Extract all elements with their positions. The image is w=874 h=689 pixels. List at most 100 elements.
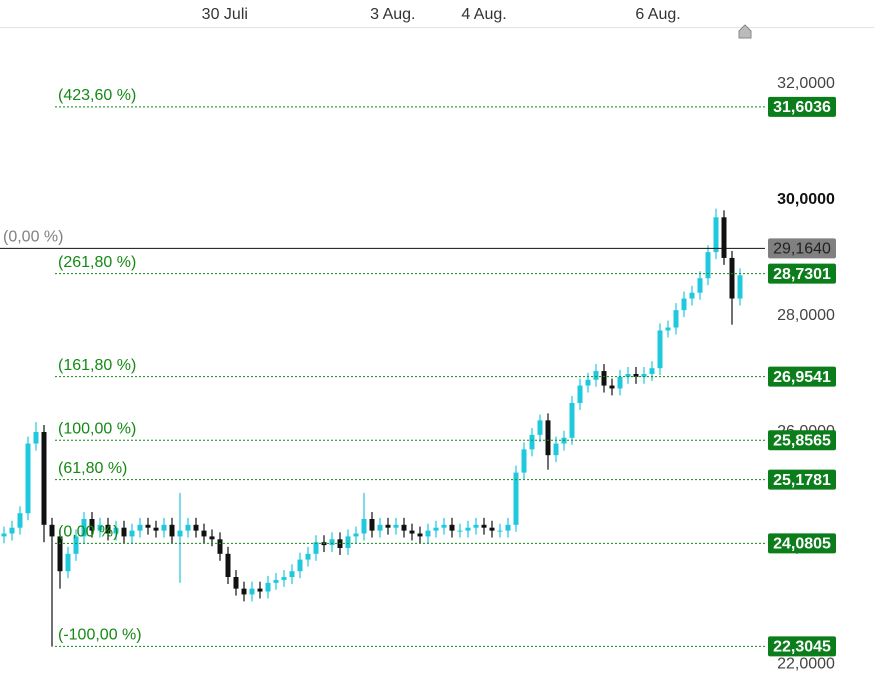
candle-body bbox=[489, 527, 495, 531]
candle-body bbox=[249, 588, 255, 595]
candle-body bbox=[273, 579, 279, 583]
candle-body bbox=[169, 524, 175, 537]
candle-body bbox=[449, 524, 455, 531]
candle-body bbox=[89, 519, 95, 531]
candle-body bbox=[505, 524, 511, 531]
candle-body bbox=[257, 588, 263, 592]
candle-body bbox=[129, 530, 135, 537]
fib-label: (423,60 %) bbox=[58, 87, 136, 104]
candle-body bbox=[665, 327, 671, 331]
candle-body bbox=[281, 577, 287, 580]
candle-body bbox=[329, 539, 335, 546]
candle-body bbox=[641, 373, 647, 377]
candle-body bbox=[361, 519, 367, 534]
candle-body bbox=[369, 519, 375, 531]
candle-body bbox=[441, 524, 447, 528]
candle-body bbox=[217, 539, 223, 554]
fib-price-box bbox=[768, 636, 836, 657]
fib-price-label: 25,8565 bbox=[773, 433, 831, 450]
candle-body bbox=[41, 431, 47, 525]
candle-body bbox=[161, 524, 167, 531]
candle-body bbox=[81, 519, 87, 537]
candle-body bbox=[649, 368, 655, 374]
candle-body bbox=[241, 588, 247, 595]
candle-body bbox=[601, 371, 607, 386]
candle-body bbox=[633, 373, 639, 377]
y-tick-label: 28,0000 bbox=[777, 307, 835, 324]
y-tick-label: 22,0000 bbox=[777, 655, 835, 672]
candle-body bbox=[289, 571, 295, 578]
candle-body bbox=[457, 530, 463, 532]
candle-body bbox=[377, 524, 383, 531]
fib-label: (161,80 %) bbox=[58, 357, 136, 374]
candle-body bbox=[1, 533, 7, 537]
candle-body bbox=[113, 527, 119, 534]
current-price-box bbox=[768, 238, 836, 259]
fib-price-label: 24,0805 bbox=[773, 536, 831, 553]
fib-price-box bbox=[768, 469, 836, 490]
fib-price-box bbox=[768, 533, 836, 554]
candle-body bbox=[345, 536, 351, 549]
x-tick-label: 3 Aug. bbox=[370, 6, 415, 23]
candle-body bbox=[305, 553, 311, 560]
x-tick-label: 4 Aug. bbox=[461, 6, 506, 23]
x-tick-label: 6 Aug. bbox=[635, 6, 680, 23]
fib-label: (-100,00 %) bbox=[58, 627, 142, 644]
candle-body bbox=[25, 443, 31, 514]
candle-body bbox=[401, 524, 407, 531]
candle-body bbox=[681, 298, 687, 311]
fib-price-box bbox=[768, 263, 836, 284]
candle-body bbox=[185, 524, 191, 531]
candle-body bbox=[465, 527, 471, 531]
candle-body bbox=[297, 559, 303, 572]
fib-price-label: 25,1781 bbox=[773, 472, 831, 489]
candle-body bbox=[513, 472, 519, 525]
fib-price-label: 22,3045 bbox=[773, 639, 831, 656]
candle-body bbox=[105, 524, 111, 534]
candle-body bbox=[225, 553, 231, 578]
candle-body bbox=[577, 385, 583, 403]
scroll-up-icon[interactable] bbox=[738, 24, 752, 39]
candle-body bbox=[153, 527, 159, 531]
candle-body bbox=[593, 371, 599, 380]
candle-body bbox=[609, 385, 615, 389]
candle-body bbox=[65, 553, 71, 572]
candle-body bbox=[697, 278, 703, 293]
fib-label: (61,80 %) bbox=[58, 460, 127, 477]
candle-body bbox=[49, 524, 55, 537]
candle-body bbox=[481, 524, 487, 528]
candle-body bbox=[521, 449, 527, 473]
candle-body bbox=[433, 527, 439, 531]
candle-body bbox=[313, 542, 319, 554]
candle-body bbox=[569, 402, 575, 438]
candle-body bbox=[33, 431, 39, 444]
candle-body bbox=[673, 310, 679, 328]
candle-body bbox=[537, 420, 543, 435]
candle-body bbox=[201, 530, 207, 537]
fib-price-box bbox=[768, 430, 836, 451]
candle-body bbox=[689, 292, 695, 299]
candle-body bbox=[353, 533, 359, 537]
candle-body bbox=[57, 536, 63, 572]
candle-body bbox=[73, 536, 79, 554]
candle-body bbox=[617, 376, 623, 389]
fib-price-box bbox=[768, 366, 836, 387]
candle-body bbox=[233, 577, 239, 589]
fib-label: (0,00 %) bbox=[58, 524, 118, 541]
candle-body bbox=[145, 524, 151, 528]
candle-body bbox=[137, 524, 143, 531]
candle-body bbox=[121, 527, 127, 537]
candle-body bbox=[265, 582, 271, 592]
fib-label: (100,00 %) bbox=[58, 421, 136, 438]
candle-body bbox=[193, 524, 199, 531]
x-tick-label: 30 Juli bbox=[202, 6, 248, 23]
candle-body bbox=[473, 524, 479, 528]
fib-label: (261,80 %) bbox=[58, 254, 136, 271]
candle-body bbox=[417, 533, 423, 537]
candle-body bbox=[425, 530, 431, 537]
fib-price-label: 26,9541 bbox=[773, 369, 831, 386]
candle-body bbox=[545, 420, 551, 456]
candle-body bbox=[729, 257, 735, 299]
candle-body bbox=[529, 434, 535, 450]
